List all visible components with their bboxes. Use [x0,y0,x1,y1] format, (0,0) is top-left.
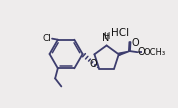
Text: N: N [102,33,110,43]
Text: O: O [138,47,145,57]
Text: OCH₃: OCH₃ [143,48,165,57]
Text: H: H [103,32,109,41]
Text: HCl: HCl [111,28,129,38]
Text: Cl: Cl [42,34,51,43]
Text: O: O [89,59,97,69]
Text: O: O [132,38,139,48]
Polygon shape [119,51,130,55]
